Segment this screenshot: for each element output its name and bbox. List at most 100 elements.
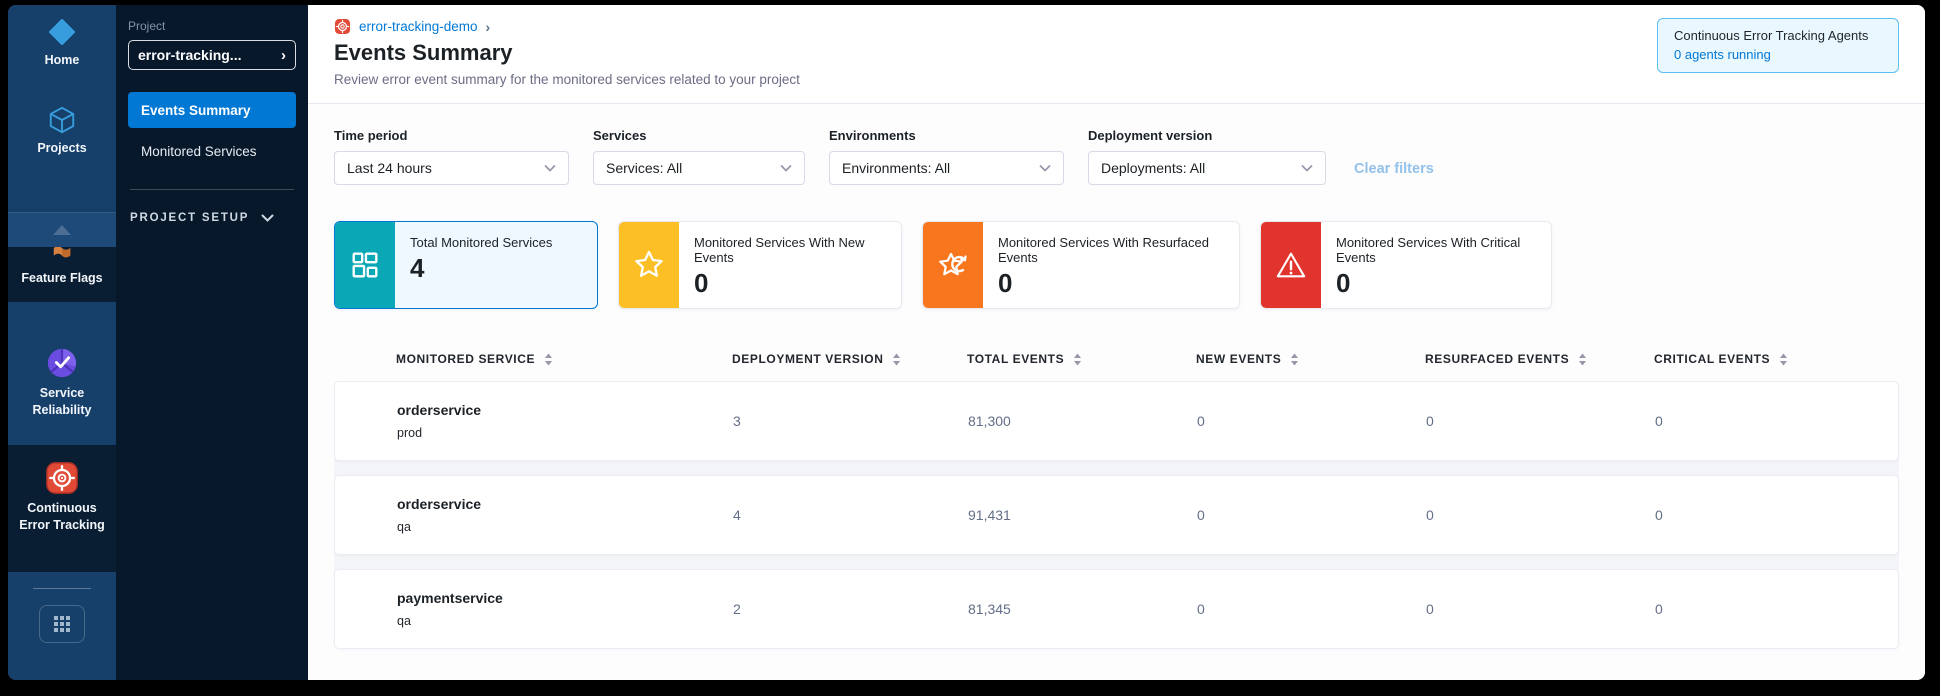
service-environment: qa	[397, 614, 411, 628]
chevron-down-icon	[544, 164, 556, 172]
column-header-deployment-version[interactable]: DEPLOYMENT VERSION	[732, 352, 967, 366]
services-select[interactable]: Services: All	[593, 151, 805, 185]
star-resurfaced-icon	[939, 252, 967, 276]
service-reliability-icon	[45, 346, 79, 380]
module-nav-srm-section: Service Reliability	[8, 302, 116, 445]
agents-box-title: Continuous Error Tracking Agents	[1674, 28, 1869, 43]
module-nav-feature-flags-section: Feature Flags	[8, 247, 116, 302]
column-header-new-events[interactable]: NEW EVENTS	[1196, 352, 1425, 366]
sort-icon	[1780, 353, 1788, 365]
chevron-right-icon: ›	[281, 46, 286, 64]
service-name: orderservice	[397, 496, 482, 512]
environments-select[interactable]: Environments: All	[829, 151, 1064, 185]
sidebar-item-label: Projects	[37, 140, 87, 155]
star-icon	[635, 250, 663, 277]
deployment-version-cell: 2	[733, 601, 741, 617]
error-tracking-icon	[334, 18, 351, 35]
card-critical-events[interactable]: Monitored Services With Critical Events …	[1260, 221, 1552, 309]
sidebar-item-feature-flags[interactable]: Feature Flags	[8, 247, 116, 287]
card-value: 4	[410, 253, 425, 283]
filter-label: Services	[593, 128, 647, 143]
agents-status-box[interactable]: Continuous Error Tracking Agents 0 agent…	[1657, 18, 1899, 73]
column-label: CRITICAL EVENTS	[1654, 352, 1771, 366]
deployments-select[interactable]: Deployments: All	[1088, 151, 1326, 185]
sidebar-item-label: Service Reliability	[32, 386, 92, 417]
column-label: RESURFACED EVENTS	[1425, 352, 1570, 366]
module-nav-bottom-section	[8, 572, 116, 680]
filter-services: Services Services: All	[593, 128, 805, 185]
column-label: MONITORED SERVICE	[396, 352, 536, 366]
chevron-down-icon	[1039, 164, 1051, 172]
module-nav-scroll-up[interactable]	[8, 212, 116, 247]
projects-icon	[47, 105, 77, 135]
sidebar-divider	[33, 588, 91, 589]
card-new-events[interactable]: Monitored Services With New Events 0	[618, 221, 902, 309]
dashboard-icon	[352, 252, 378, 278]
page-subtitle: Review error event summary for the monit…	[334, 72, 800, 87]
nav-item-monitored-services[interactable]: Monitored Services	[128, 133, 296, 169]
sort-icon	[1579, 353, 1587, 365]
filter-time-period: Time period Last 24 hours	[334, 128, 569, 185]
project-section-label: Project	[128, 19, 166, 33]
select-value: Environments: All	[842, 160, 951, 176]
critical-events-cell: 0	[1655, 507, 1663, 523]
filter-label: Environments	[829, 128, 916, 143]
sidebar-item-projects[interactable]: Projects	[8, 105, 116, 157]
column-header-resurfaced-events[interactable]: RESURFACED EVENTS	[1425, 352, 1654, 366]
apps-grid-icon	[53, 615, 71, 633]
warning-triangle-icon	[1276, 252, 1306, 278]
chevron-right-icon: ›	[485, 18, 491, 35]
card-value: 0	[1336, 268, 1351, 298]
filter-label: Deployment version	[1088, 128, 1213, 143]
column-header-critical-events[interactable]: CRITICAL EVENTS	[1654, 352, 1899, 366]
project-nav: Project error-tracking... › Events Summa…	[116, 5, 308, 680]
total-events-cell: 81,345	[968, 601, 1011, 617]
table-body: orderservice prod 3 81,300 0 0 0 orderse…	[334, 381, 1899, 649]
sort-icon	[545, 353, 553, 365]
total-events-cell: 91,431	[968, 507, 1011, 523]
page-title: Events Summary	[334, 40, 513, 65]
table-row[interactable]: orderservice qa 4 91,431 0 0 0	[334, 475, 1899, 555]
sort-icon	[893, 353, 901, 365]
table-row[interactable]: paymentservice qa 2 81,345 0 0 0	[334, 569, 1899, 649]
project-setup-label: PROJECT SETUP	[130, 212, 250, 224]
card-value: 0	[694, 268, 709, 298]
table-row[interactable]: orderservice prod 3 81,300 0 0 0	[334, 381, 1899, 461]
resurfaced-events-cell: 0	[1426, 601, 1434, 617]
sidebar-item-service-reliability[interactable]: Service Reliability	[8, 346, 116, 419]
project-setup-toggle[interactable]: PROJECT SETUP	[128, 212, 296, 224]
card-title: Monitored Services With New Events	[694, 235, 865, 265]
column-header-monitored-service[interactable]: MONITORED SERVICE	[396, 352, 732, 366]
breadcrumb-project-link[interactable]: error-tracking-demo	[359, 19, 478, 34]
column-label: TOTAL EVENTS	[967, 352, 1065, 366]
card-total-monitored-services[interactable]: Total Monitored Services 4	[334, 221, 598, 309]
filter-deployment-version: Deployment version Deployments: All	[1088, 128, 1326, 185]
breadcrumb: error-tracking-demo ›	[334, 18, 1899, 35]
card-resurfaced-events[interactable]: Monitored Services With Resurfaced Event…	[922, 221, 1240, 309]
service-cell: paymentservice qa	[397, 590, 733, 628]
time-period-select[interactable]: Last 24 hours	[334, 151, 569, 185]
agents-running-link[interactable]: 0 agents running	[1674, 47, 1771, 62]
sidebar-item-continuous-error-tracking[interactable]: Continuous Error Tracking	[8, 461, 116, 534]
module-nav: Home Projects	[8, 5, 116, 680]
clear-filters-button[interactable]: Clear filters	[1354, 161, 1434, 177]
home-icon	[47, 17, 77, 47]
feature-flags-icon	[50, 247, 74, 265]
apps-grid-button[interactable]	[39, 605, 85, 643]
card-value: 0	[998, 268, 1013, 298]
service-cell: orderservice qa	[397, 496, 733, 534]
project-selector-value: error-tracking...	[138, 47, 242, 63]
events-table: MONITORED SERVICE DEPLOYMENT VERSION TOT…	[334, 337, 1899, 649]
nav-item-events-summary[interactable]: Events Summary	[128, 92, 296, 128]
chevron-down-icon	[1301, 164, 1313, 172]
main-content: error-tracking-demo › Events Summary Rev…	[308, 5, 1925, 680]
chevron-down-icon	[261, 214, 274, 222]
sidebar-item-label: Home	[44, 53, 80, 67]
select-value: Last 24 hours	[347, 160, 432, 176]
error-tracking-icon	[45, 461, 79, 495]
service-name: orderservice	[397, 402, 482, 418]
column-header-total-events[interactable]: TOTAL EVENTS	[967, 352, 1196, 366]
sidebar-item-home[interactable]: Home	[8, 17, 116, 69]
project-selector[interactable]: error-tracking... ›	[128, 40, 296, 70]
new-events-cell: 0	[1197, 507, 1205, 523]
